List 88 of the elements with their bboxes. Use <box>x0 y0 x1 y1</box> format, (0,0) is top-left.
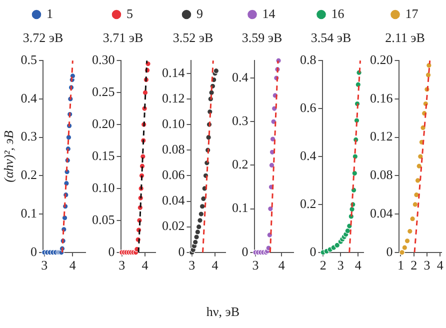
y-tick-label: 0.14 <box>162 64 186 80</box>
y-tick-label: 0.10 <box>162 116 185 131</box>
point <box>346 223 352 229</box>
point <box>352 170 358 176</box>
point <box>62 214 68 221</box>
x-tick-label: 3 <box>41 258 48 273</box>
y-tick-label: 0.4 <box>300 148 317 163</box>
y-tick-label: 0.2 <box>300 196 316 211</box>
y-tick-label: 0.1 <box>232 200 248 216</box>
y-tick-label: 0 <box>178 244 185 259</box>
y-tick-label: 0.10 <box>92 180 115 195</box>
x-tick-label: 1 <box>397 258 404 273</box>
y-tick-label: 0.20 <box>92 116 115 131</box>
y-tick-label: 0 <box>386 244 393 259</box>
point <box>402 244 408 251</box>
x-tick-label: 2 <box>320 258 326 273</box>
y-tick-label: 0.6 <box>300 100 317 115</box>
legend-label: 16 <box>331 6 345 21</box>
y-tick-label: 0.12 <box>370 128 393 144</box>
y-tick-label: 0.8 <box>300 52 316 68</box>
y-tick-label: 0.04 <box>370 205 394 220</box>
legend-label: 17 <box>405 6 419 21</box>
y-tick-label: 0 <box>310 244 316 259</box>
y-tick-label: 0.4 <box>232 69 249 84</box>
legend-label: 5 <box>126 6 133 21</box>
point <box>208 90 214 96</box>
y-tick-label: 0.3 <box>232 113 248 128</box>
x-tick-label: 4 <box>278 258 286 273</box>
point <box>192 239 198 246</box>
y-tick-label: 0.08 <box>162 142 185 157</box>
y-tick-label: 0.08 <box>370 167 393 182</box>
point <box>194 229 201 235</box>
text: 3.59 эВ <box>242 30 282 46</box>
legend-label: 14 <box>262 6 276 21</box>
legend-label: 1 <box>46 6 53 21</box>
text: 3.72 эВ <box>22 30 64 46</box>
x-tick-label: 3 <box>424 258 430 273</box>
y-tick-label: 0.3 <box>20 128 37 144</box>
text: 3.71 эВ <box>102 30 144 46</box>
y-tick-label: 0.16 <box>370 90 394 106</box>
y-tick-label: 0.4 <box>20 90 38 106</box>
y-tick-label: 0.30 <box>92 52 115 68</box>
y-tick-label: 0.15 <box>92 148 115 163</box>
point <box>194 234 200 240</box>
x-tick-label: 4 <box>142 258 149 273</box>
y-tick-label: 0.05 <box>92 212 115 227</box>
point <box>416 163 422 169</box>
y-tick-label: 0.2 <box>20 167 37 182</box>
point <box>197 218 203 224</box>
point <box>198 211 204 217</box>
point <box>420 124 426 131</box>
y-tick-label: 0 <box>242 244 248 259</box>
point <box>354 118 360 124</box>
point <box>270 136 276 142</box>
x-axis-title: hν, эВ <box>205 304 241 320</box>
point <box>352 154 358 160</box>
x-tick-label: 3 <box>337 258 344 273</box>
y-tick-label: 0.02 <box>162 218 185 234</box>
point <box>334 242 340 248</box>
y-tick-label: 0.04 <box>162 192 186 208</box>
point <box>404 238 410 244</box>
y-tick-label: 0.1 <box>20 205 37 220</box>
y-axis-title: (αhν)², эВ <box>1 130 16 182</box>
point <box>418 154 424 160</box>
text: 2.11 эВ <box>385 30 426 46</box>
point <box>271 106 278 112</box>
point <box>426 62 432 68</box>
x-tick-label: 4 <box>436 258 444 273</box>
point <box>142 90 148 96</box>
x-tick-label: 4 <box>212 258 219 273</box>
x-tick-label: 3 <box>252 258 259 273</box>
legend-label: 9 <box>196 6 203 21</box>
y-tick-label: 0.06 <box>162 167 186 182</box>
point <box>140 154 146 160</box>
y-tick-label: 0.12 <box>162 90 185 106</box>
x-tick-label: 3 <box>188 258 196 273</box>
x-tick-label: 4 <box>69 258 76 273</box>
text: 3.54 эВ <box>310 30 352 46</box>
y-tick-label: 0 <box>30 244 37 259</box>
x-tick-label: 4 <box>354 258 362 273</box>
x-tick-label: 2 <box>410 258 418 273</box>
x-tick-label: 3 <box>118 258 126 273</box>
y-tick-label: 0.2 <box>232 156 248 172</box>
text: 3.52 эВ <box>172 30 214 46</box>
y-tick-label: 0.25 <box>92 84 115 99</box>
y-tick-label: 0.5 <box>20 52 37 68</box>
y-tick-label: 0 <box>108 244 115 259</box>
y-tick-label: 0.20 <box>370 52 393 68</box>
